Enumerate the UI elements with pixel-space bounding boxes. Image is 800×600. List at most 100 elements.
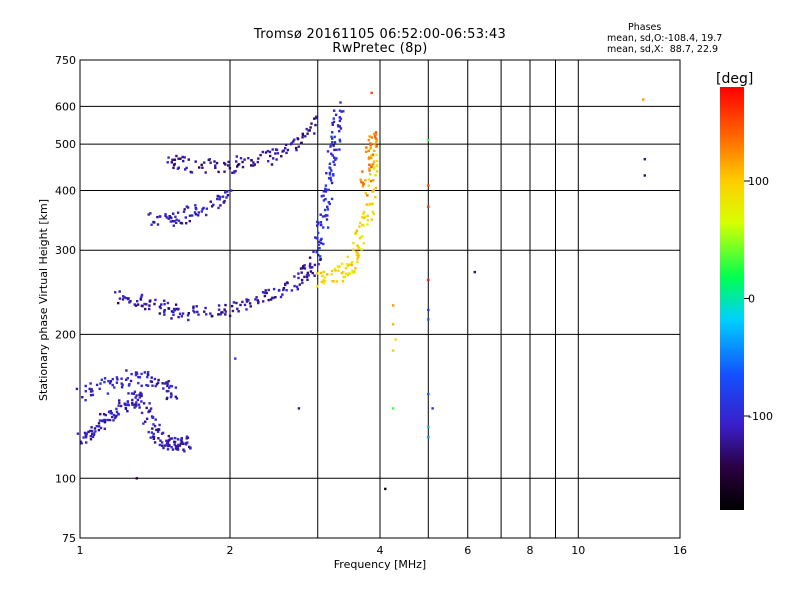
echo-point (172, 166, 175, 170)
echo-point (391, 407, 395, 410)
echo-point (217, 170, 220, 174)
echo-point (125, 296, 128, 300)
echo-point (94, 430, 97, 433)
echo-point (184, 168, 187, 171)
echo-point (222, 201, 225, 204)
echo-point (194, 160, 197, 163)
echo-point (118, 399, 121, 402)
echo-point (166, 384, 169, 388)
echo-point (333, 141, 337, 144)
echo-point (215, 161, 219, 165)
echo-point (328, 162, 332, 165)
echo-point (170, 161, 173, 164)
echo-point (167, 217, 170, 220)
echo-point (267, 160, 270, 163)
echo-point (230, 304, 234, 308)
echo-point (332, 144, 335, 147)
echo-point (298, 283, 301, 286)
echo-point (195, 305, 198, 308)
echo-point (427, 435, 430, 439)
echo-point (320, 280, 323, 284)
echo-point (188, 214, 192, 217)
echo-point (361, 216, 364, 219)
echo-point (321, 215, 325, 218)
echo-point (367, 167, 371, 170)
echo-point (281, 293, 284, 296)
echo-point (274, 296, 277, 299)
echo-point (362, 212, 365, 216)
echo-point (336, 265, 340, 268)
echo-point (149, 436, 152, 439)
echo-point (328, 202, 331, 206)
echo-point (315, 251, 318, 254)
echo-point (263, 294, 267, 298)
echo-point (127, 403, 130, 407)
echo-point (427, 138, 430, 142)
echo-point (185, 435, 189, 438)
echo-point (241, 165, 245, 169)
echo-point (143, 302, 146, 306)
echo-point (121, 298, 125, 301)
echo-point (301, 136, 304, 139)
plot-frame (79, 59, 681, 539)
echo-point (375, 159, 379, 163)
colorbar-tick-label: 100 (748, 175, 769, 188)
y-tick-label: 300 (55, 244, 76, 257)
echo-point (176, 167, 180, 170)
echo-point (354, 267, 357, 270)
echo-point (169, 437, 172, 440)
echo-point (147, 213, 150, 216)
echo-point (369, 147, 372, 150)
echo-point (324, 214, 328, 217)
echo-point (149, 212, 152, 215)
echo-point (245, 298, 248, 301)
echo-point (293, 138, 296, 141)
echo-point (120, 386, 124, 389)
echo-point (196, 310, 199, 314)
echo-point (235, 301, 238, 305)
echo-point (135, 401, 138, 404)
echo-point (177, 443, 180, 447)
echo-point (351, 269, 354, 272)
echo-point (137, 375, 140, 379)
echo-point (109, 380, 113, 383)
echo-point (317, 243, 320, 246)
echo-point (83, 431, 87, 435)
echo-point (127, 392, 130, 395)
echo-point (148, 402, 151, 405)
echo-point (322, 270, 325, 274)
echo-point (124, 406, 127, 410)
echo-point (375, 140, 378, 143)
echo-point (366, 219, 370, 222)
echo-point (164, 213, 167, 216)
echo-point (225, 196, 228, 199)
echo-point (151, 435, 155, 438)
echo-point (374, 131, 378, 134)
echo-point (167, 380, 170, 383)
echo-point (375, 164, 379, 168)
echo-point (174, 395, 177, 398)
echo-point (300, 141, 303, 144)
echo-point (243, 158, 246, 161)
echo-point (170, 317, 173, 320)
echo-point (332, 280, 336, 283)
echo-point (183, 450, 186, 453)
echo-point (99, 426, 103, 430)
echo-point (247, 299, 250, 302)
echo-point (263, 291, 266, 295)
echo-point (211, 205, 214, 208)
echo-point (320, 237, 323, 241)
echo-point (364, 179, 367, 182)
echo-point (369, 154, 373, 157)
echo-point (362, 210, 366, 214)
echo-point (367, 157, 371, 161)
x-tick-label: 1 (77, 544, 84, 557)
echo-point (185, 205, 188, 208)
echo-point (175, 154, 178, 158)
echo-point (346, 264, 349, 268)
echo-point (156, 215, 159, 219)
echo-point (169, 384, 172, 388)
y-tick-label: 750 (55, 54, 76, 67)
echo-point (187, 312, 190, 315)
